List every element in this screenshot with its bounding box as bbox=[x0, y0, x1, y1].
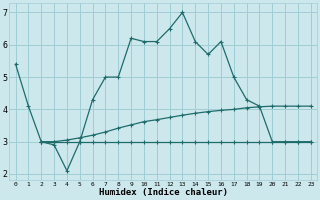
X-axis label: Humidex (Indice chaleur): Humidex (Indice chaleur) bbox=[99, 188, 228, 197]
